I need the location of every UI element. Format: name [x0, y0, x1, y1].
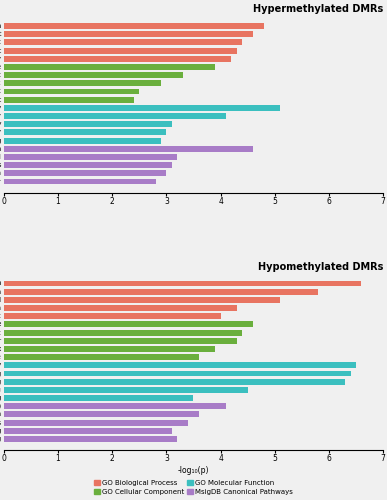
Bar: [4, 387, 248, 393]
Bar: [4, 64, 215, 70]
Bar: [4, 130, 166, 136]
Bar: [4, 113, 226, 119]
Bar: [4, 162, 172, 168]
Bar: [4, 32, 253, 37]
Bar: [4, 404, 226, 409]
Bar: [4, 56, 231, 62]
Bar: [4, 23, 264, 29]
Bar: [4, 322, 253, 328]
Bar: [4, 178, 156, 184]
Bar: [4, 305, 237, 311]
Bar: [4, 288, 318, 294]
Bar: [4, 138, 161, 143]
Bar: [4, 154, 177, 160]
Bar: [4, 297, 280, 303]
Bar: [4, 354, 199, 360]
Legend: GO Biological Process, GO Cellular Component, GO Molecular Function, MsigDB Cano: GO Biological Process, GO Cellular Compo…: [93, 478, 294, 496]
Bar: [4, 40, 242, 46]
Bar: [4, 48, 237, 54]
Bar: [4, 412, 199, 418]
Bar: [4, 362, 356, 368]
Bar: [4, 80, 161, 86]
Bar: [4, 378, 345, 384]
Bar: [4, 122, 172, 127]
Bar: [4, 146, 253, 152]
Bar: [4, 105, 280, 111]
Bar: [4, 395, 194, 401]
Bar: [4, 96, 134, 102]
Text: Hypomethylated DMRs: Hypomethylated DMRs: [258, 262, 383, 272]
Bar: [4, 314, 221, 319]
Bar: [4, 338, 237, 344]
Bar: [4, 170, 166, 176]
Bar: [4, 428, 172, 434]
Bar: [4, 420, 188, 426]
Bar: [4, 346, 215, 352]
Bar: [4, 88, 139, 94]
Bar: [4, 280, 361, 286]
Bar: [4, 436, 177, 442]
Text: Hypermethylated DMRs: Hypermethylated DMRs: [253, 4, 383, 14]
Bar: [4, 72, 183, 78]
X-axis label: -log₁₀(p): -log₁₀(p): [178, 466, 209, 475]
Bar: [4, 370, 351, 376]
Bar: [4, 330, 242, 336]
